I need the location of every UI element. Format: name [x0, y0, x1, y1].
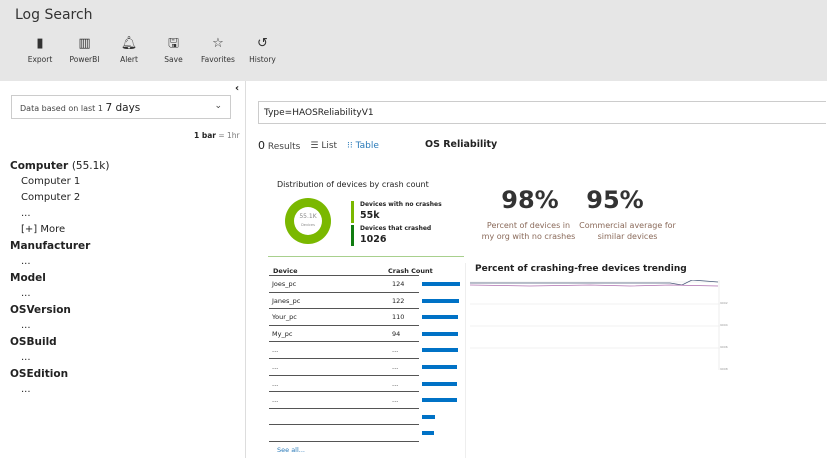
series-line: [470, 280, 719, 286]
table-row[interactable]: My_pc 94: [269, 324, 459, 342]
facet-item[interactable]: Computer 1: [21, 176, 81, 187]
kpi-value: 95%: [586, 186, 644, 214]
table-row[interactable]: [269, 407, 435, 425]
divider: [268, 256, 464, 257]
facet-header[interactable]: OSEdition: [10, 368, 69, 380]
y-tick-label: 9008: [720, 367, 728, 370]
crash-bar: [422, 381, 458, 386]
crash-bar: [422, 331, 459, 336]
crash-count: ...: [392, 362, 399, 371]
kpi-value: 98%: [501, 186, 559, 214]
table-row[interactable]: ......: [269, 357, 458, 375]
toolbar-save-button[interactable]: 🖫 Save: [154, 36, 194, 64]
header-bar: Log Search ▮ Export ▥ PowerBI 🔔︎ Alert 🖫 Save ☆ F…: [0, 0, 827, 81]
facet-header[interactable]: Computer (55.1k): [10, 160, 110, 172]
device-name: Janes_pc: [272, 296, 301, 305]
toolbar-favorites-button[interactable]: ☆ Favorites: [198, 36, 238, 64]
divider: [465, 263, 466, 458]
device-name: Joes_pc: [272, 280, 297, 288]
device-name: ...: [272, 346, 279, 355]
device-name: My_pc: [272, 329, 293, 338]
trend-title: Percent of crashing-free devices trendin…: [475, 264, 687, 274]
toolbar-powerbi-button[interactable]: ▥ PowerBI: [65, 36, 105, 64]
facet-item: ...: [21, 384, 31, 395]
left-panel: [0, 81, 246, 458]
series-line: [470, 284, 719, 287]
legend-no-crashes: Devices with no crashes 55k: [351, 201, 442, 223]
crash-count: ...: [392, 379, 399, 388]
history-icon: ↺: [257, 36, 268, 51]
tab-list[interactable]: ☰ List: [310, 140, 338, 151]
table-row[interactable]: [269, 424, 435, 441]
tab-table[interactable]: ⁝⁝ Table: [347, 140, 379, 151]
y-tick-label: 9006: [720, 345, 728, 349]
crash-count: 110: [392, 313, 405, 322]
table-row[interactable]: Joes_pc 124: [269, 275, 460, 292]
trend-chart: 9002 9004 9006 9008: [470, 280, 728, 370]
page-title: Log Search: [15, 7, 93, 23]
bell-icon: 🔔︎: [120, 36, 138, 51]
crash-count: 94: [392, 329, 401, 338]
facet-header[interactable]: OSBuild: [10, 336, 57, 348]
crash-count: 124: [392, 280, 405, 288]
facet-item: ...: [21, 208, 31, 219]
facet-header[interactable]: Manufacturer: [10, 240, 91, 252]
powerbi-icon: ▥: [78, 36, 91, 51]
facet-header[interactable]: OSVersion: [10, 304, 71, 316]
distribution-title: Distribution of devices by crash count: [277, 180, 429, 189]
crash-bar: [422, 298, 460, 303]
table-row[interactable]: Janes_pc 122: [269, 291, 460, 309]
toolbar-alert-button[interactable]: 🔔︎ Alert: [109, 36, 149, 64]
chevron-down-icon: ⌄: [214, 101, 222, 111]
crash-count: ...: [392, 346, 399, 355]
time-range-select[interactable]: Data based on last 1 7 days ⌄: [11, 95, 231, 119]
view-title: OS Reliability: [425, 139, 498, 150]
results-tabs: 0 Results ☰ List ⁝⁝ Table: [258, 139, 379, 152]
crash-count: ...: [392, 396, 399, 405]
search-input[interactable]: Type=HAOSReliabilityV1: [258, 101, 826, 124]
see-all-link[interactable]: See all...: [277, 445, 305, 454]
kpi-label: Percent of devices in my org with no cras…: [481, 221, 576, 241]
facet-item: ...: [21, 320, 31, 331]
crash-table: Device Crash Count Joes_pc 124 Janes_pc 122 Yo…: [269, 263, 465, 458]
excel-icon: ▮: [36, 36, 44, 51]
table-row[interactable]: Your_pc 110: [269, 308, 459, 325]
save-icon: 🖫: [167, 36, 180, 51]
toolbar-history-button[interactable]: ↺ History: [243, 36, 283, 64]
table-row[interactable]: ......: [269, 391, 457, 408]
facet-item[interactable]: Computer 2: [21, 192, 81, 203]
facet-item: ...: [21, 256, 31, 267]
results-count: 0: [258, 139, 265, 152]
crash-bar: [422, 364, 458, 369]
device-name: Your_pc: [272, 313, 297, 322]
bar-scale: 1 bar = 1hr: [194, 131, 240, 140]
facet-item[interactable]: [+] More: [21, 224, 66, 235]
y-tick-label: 9002: [720, 301, 728, 305]
legend-crashed: Devices that crashed 1026: [351, 225, 431, 246]
device-name: ...: [272, 362, 279, 371]
donut-chart: 55.1K Devices: [285, 198, 331, 244]
kpi-label: Commercial average for similar devices: [579, 221, 676, 241]
crash-bar: [422, 348, 458, 353]
facet-item: ...: [21, 352, 31, 363]
facet-header[interactable]: Model: [10, 272, 46, 284]
facet-list: Computer (55.1k) Computer 1 Computer 2... […: [10, 158, 109, 398]
table-header: Device Crash Count: [273, 267, 433, 275]
crash-bar: [422, 315, 459, 320]
crash-bar: [422, 414, 435, 419]
crash-bar: [422, 398, 457, 403]
device-name: ...: [272, 396, 279, 405]
crash-count: 122: [392, 296, 405, 305]
toolbar-export-button[interactable]: ▮ Export: [20, 36, 60, 64]
table-row[interactable]: ......: [269, 341, 458, 358]
star-icon: ☆: [212, 36, 224, 51]
crash-bar: [422, 431, 435, 436]
crash-bar: [422, 282, 460, 286]
table-row[interactable]: ......: [269, 374, 458, 392]
y-tick-label: 9004: [720, 323, 728, 327]
facet-item: ...: [21, 288, 31, 299]
collapse-panel-icon[interactable]: ‹: [235, 83, 240, 94]
device-name: ...: [272, 379, 279, 388]
